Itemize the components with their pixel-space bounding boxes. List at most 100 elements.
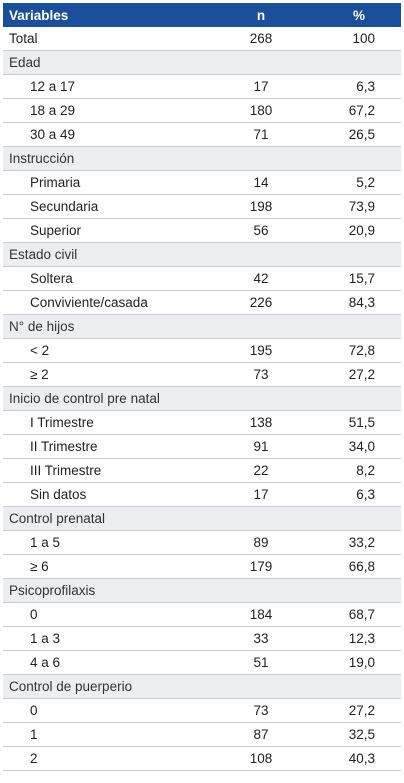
cell-n: 56	[205, 218, 317, 243]
cell-percent: 27,2	[317, 362, 401, 387]
row-label: II Trimestre	[3, 434, 205, 459]
row-label: Secundaria	[3, 194, 205, 219]
cell-percent	[317, 506, 401, 531]
cell-n: 17	[205, 482, 317, 507]
cell-n: 180	[205, 98, 317, 123]
cell-percent	[317, 50, 401, 75]
cell-percent	[317, 314, 401, 339]
row-label: Soltera	[3, 266, 205, 291]
header-n: n	[205, 3, 317, 27]
cell-n: 42	[205, 266, 317, 291]
cell-n	[205, 146, 317, 171]
group-header-row: Instrucción	[3, 146, 401, 171]
row-label: 30 a 49	[3, 122, 205, 147]
table-row: 2 108 40,3	[3, 746, 401, 771]
cell-percent: 8,2	[317, 458, 401, 483]
cell-percent: 66,8	[317, 554, 401, 579]
table-header: Variables n %	[3, 3, 401, 27]
cell-percent: 15,7	[317, 266, 401, 291]
group-header-row: Edad	[3, 50, 401, 75]
cell-n: 226	[205, 290, 317, 315]
cell-percent: 40,3	[317, 746, 401, 771]
cell-percent: 67,2	[317, 98, 401, 123]
cell-n: 17	[205, 74, 317, 99]
cell-n: 87	[205, 722, 317, 747]
table-row: I Trimestre 138 51,5	[3, 410, 401, 435]
table-row: ≥ 6 179 66,8	[3, 554, 401, 579]
table-row: 1 87 32,5	[3, 722, 401, 747]
table-row: Superior 56 20,9	[3, 218, 401, 243]
group-header-row: Control prenatal	[3, 506, 401, 531]
group-label: Control prenatal	[3, 506, 205, 531]
table-row: Secundaria 198 73,9	[3, 194, 401, 219]
header-percent: %	[317, 3, 401, 27]
cell-n: 22	[205, 458, 317, 483]
cell-percent	[317, 242, 401, 267]
row-label: Conviviente/casada	[3, 290, 205, 315]
cell-n	[205, 674, 317, 699]
cell-n: 73	[205, 362, 317, 387]
group-header-row: Psicoprofilaxis	[3, 578, 401, 603]
group-header-row: N° de hijos	[3, 314, 401, 339]
group-header-row: Estado civil	[3, 242, 401, 267]
header-variables: Variables	[3, 3, 205, 27]
cell-percent	[317, 146, 401, 171]
group-label: Edad	[3, 50, 205, 75]
table-row: III Trimestre 22 8,2	[3, 458, 401, 483]
row-label: Superior	[3, 218, 205, 243]
row-label: 1	[3, 722, 205, 747]
table-row: < 2 195 72,8	[3, 338, 401, 363]
cell-n: 91	[205, 434, 317, 459]
row-label: 1 a 5	[3, 530, 205, 555]
row-label: 4 a 6	[3, 650, 205, 675]
data-table: Variables n % Total 268 100 Edad 12 a 17 17 6,…	[3, 3, 401, 771]
row-label: Total	[3, 27, 205, 51]
cell-n: 108	[205, 746, 317, 771]
group-label: Psicoprofilaxis	[3, 578, 205, 603]
cell-percent: 84,3	[317, 290, 401, 315]
cell-n	[205, 386, 317, 411]
cell-percent: 19,0	[317, 650, 401, 675]
header-row: Variables n %	[3, 3, 401, 27]
cell-percent: 34,0	[317, 434, 401, 459]
row-label: Primaria	[3, 170, 205, 195]
total-row: Total 268 100	[3, 27, 401, 51]
row-label: 0	[3, 602, 205, 627]
cell-percent: 6,3	[317, 482, 401, 507]
group-header-row: Inicio de control pre natal	[3, 386, 401, 411]
group-header-row: Control de puerperio	[3, 674, 401, 699]
table-row: 1 a 5 89 33,2	[3, 530, 401, 555]
cell-n: 14	[205, 170, 317, 195]
cell-n	[205, 314, 317, 339]
table-row: 18 a 29 180 67,2	[3, 98, 401, 123]
cell-n	[205, 506, 317, 531]
data-table-container: Variables n % Total 268 100 Edad 12 a 17 17 6,…	[3, 3, 401, 771]
table-row: 0 73 27,2	[3, 698, 401, 723]
cell-percent: 51,5	[317, 410, 401, 435]
group-label: N° de hijos	[3, 314, 205, 339]
group-label: Estado civil	[3, 242, 205, 267]
table-row: Sin datos 17 6,3	[3, 482, 401, 507]
table-row: Primaria 14 5,2	[3, 170, 401, 195]
cell-n: 71	[205, 122, 317, 147]
cell-percent: 12,3	[317, 626, 401, 651]
row-label: 2	[3, 746, 205, 771]
row-label: 12 a 17	[3, 74, 205, 99]
cell-n: 89	[205, 530, 317, 555]
group-label: Instrucción	[3, 146, 205, 171]
cell-n: 184	[205, 602, 317, 627]
row-label: III Trimestre	[3, 458, 205, 483]
row-label: < 2	[3, 338, 205, 363]
cell-percent: 33,2	[317, 530, 401, 555]
cell-n: 73	[205, 698, 317, 723]
cell-n: 268	[205, 27, 317, 51]
table-row: 4 a 6 51 19,0	[3, 650, 401, 675]
cell-n	[205, 50, 317, 75]
table-row: 12 a 17 17 6,3	[3, 74, 401, 99]
table-row: 1 a 3 33 12,3	[3, 626, 401, 651]
table-row: 0 184 68,7	[3, 602, 401, 627]
cell-percent	[317, 386, 401, 411]
cell-percent: 73,9	[317, 194, 401, 219]
group-label: Inicio de control pre natal	[3, 386, 205, 411]
cell-n: 138	[205, 410, 317, 435]
